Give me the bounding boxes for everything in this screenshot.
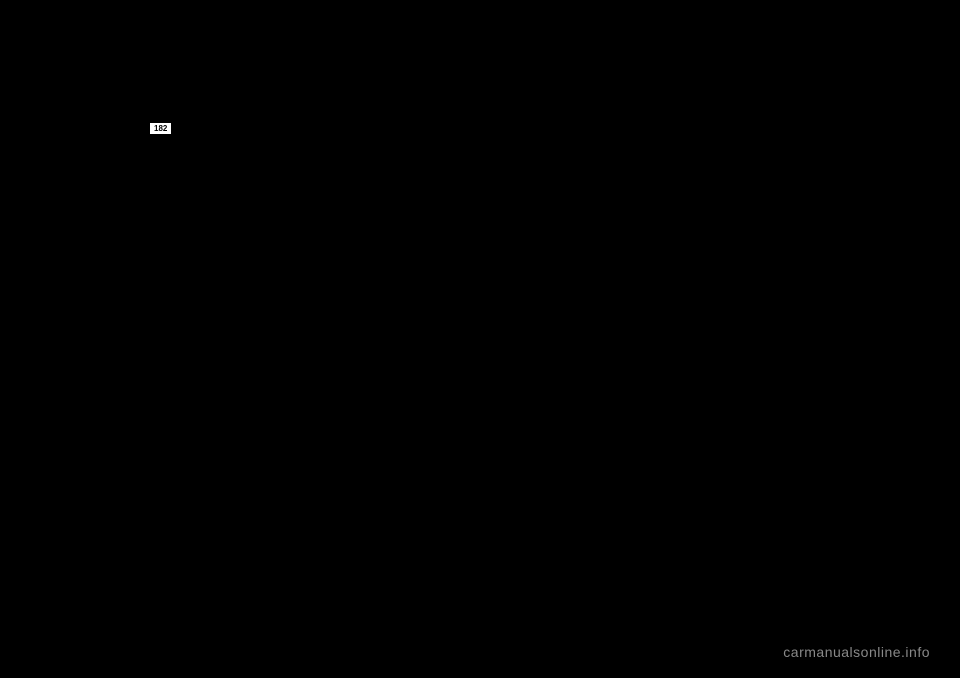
watermark-text: carmanualsonline.info [783,644,930,660]
page-number-badge: 182 [150,123,171,134]
